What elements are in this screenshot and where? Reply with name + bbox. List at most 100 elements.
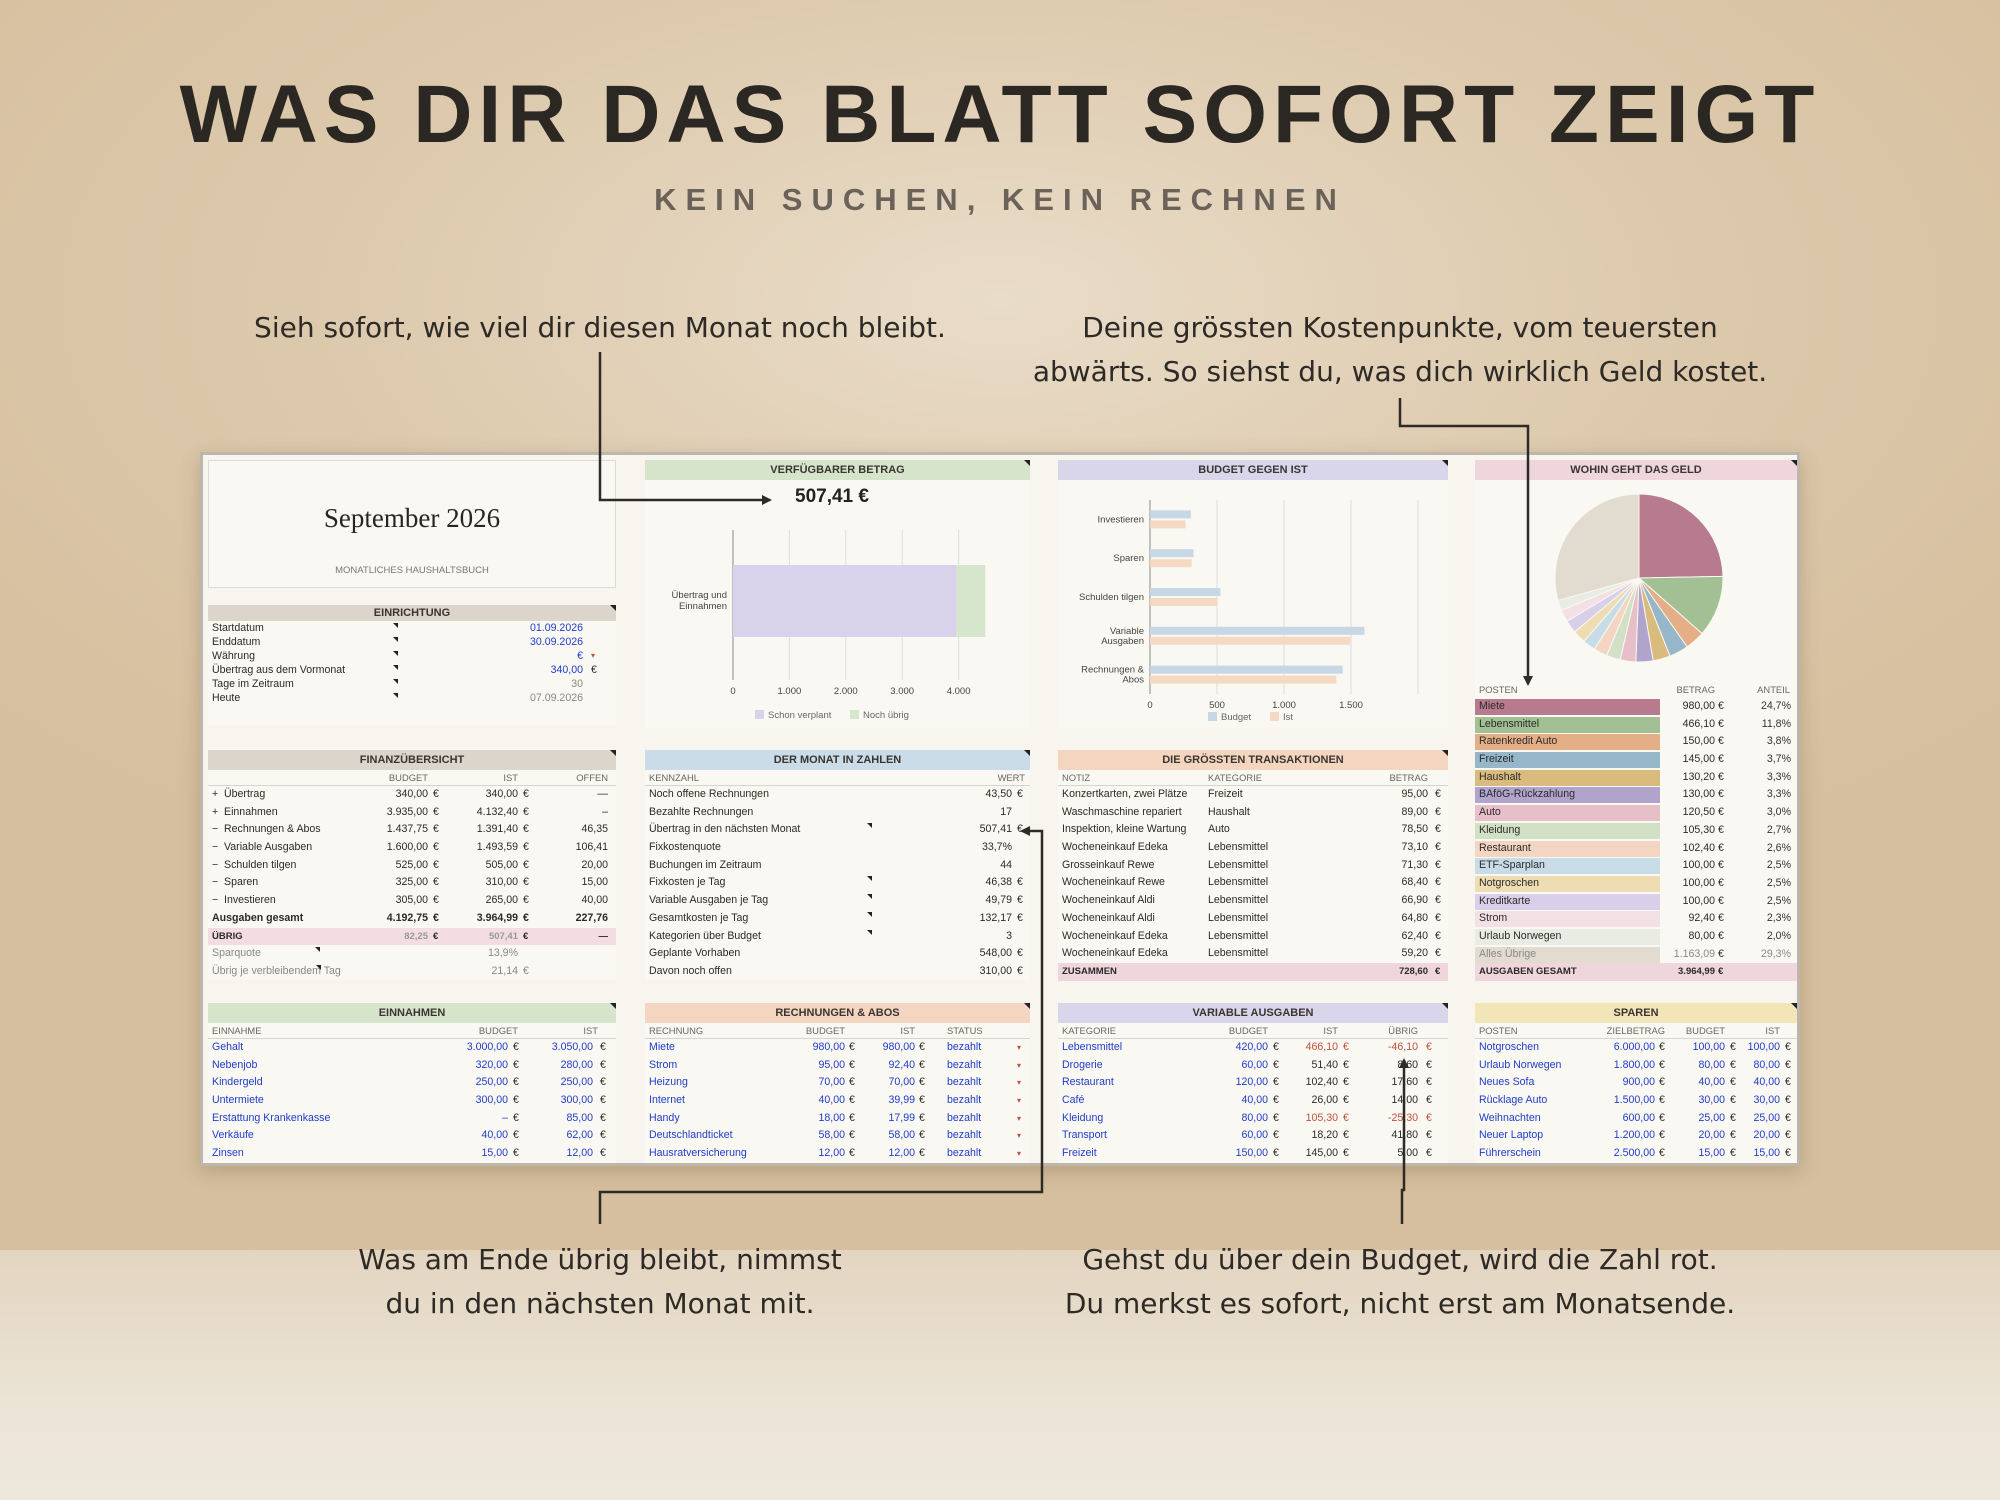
kennzahl-value: 44 xyxy=(1000,858,1012,871)
dropdown-icon[interactable]: ▾ xyxy=(1017,1043,1022,1052)
finanz-row: − Sparen 325,00 €310,00 €15,00 xyxy=(208,874,616,892)
currency-symbol: € xyxy=(600,1111,606,1124)
rechnungen-col-header: RECHNUNG BUDGET IST STATUS xyxy=(645,1023,1030,1039)
savings-name[interactable]: Neuer Laptop xyxy=(1479,1129,1544,1142)
finanz-budget: 305,00 xyxy=(395,894,428,907)
bill-row: Hausratversicherung 12,00 €12,00 € bezahlt ▾ xyxy=(645,1145,1030,1163)
transaction-note: Inspektion, kleine Wartung xyxy=(1062,823,1187,836)
transaction-category: Lebensmittel xyxy=(1208,911,1269,924)
currency-symbol: € xyxy=(523,964,529,977)
setting-value[interactable]: € xyxy=(577,650,583,662)
finanz-extra-value: 21,14 xyxy=(491,964,518,977)
bar-ist xyxy=(1150,636,1351,645)
income-name[interactable]: Erstattung Krankenkasse xyxy=(212,1111,331,1124)
einnahmen-header: EINNAHMEN xyxy=(208,1003,616,1023)
currency-symbol: € xyxy=(1017,964,1023,977)
legend-swatch xyxy=(1270,712,1279,721)
bill-status[interactable]: bezahlt xyxy=(947,1111,982,1124)
currency-symbol: € xyxy=(1718,859,1724,872)
currency-symbol: € xyxy=(600,1058,606,1071)
income-name[interactable]: Verkäufe xyxy=(212,1129,254,1142)
savings-name[interactable]: Notgroschen xyxy=(1479,1041,1540,1053)
income-name[interactable]: Gehalt xyxy=(212,1041,244,1053)
currency-symbol: € xyxy=(1659,1147,1665,1160)
currency-symbol: € xyxy=(919,1076,925,1089)
category-swatch xyxy=(1475,699,1660,715)
variable-name[interactable]: Kleidung xyxy=(1062,1111,1104,1124)
bill-name[interactable]: Hausratversicherung xyxy=(649,1147,747,1160)
setting-value[interactable]: 30 xyxy=(571,678,583,690)
dropdown-icon[interactable]: ▾ xyxy=(1017,1060,1022,1070)
setting-value[interactable]: 30.09.2026 xyxy=(529,636,583,648)
bill-name[interactable]: Heizung xyxy=(649,1076,688,1089)
category-swatch xyxy=(1475,716,1660,733)
currency-symbol: € xyxy=(919,1147,925,1160)
bill-status[interactable]: bezahlt xyxy=(947,1058,982,1071)
transaction-category: Haushalt xyxy=(1208,805,1250,818)
variable-rest: 14,00 xyxy=(1391,1094,1418,1107)
sign-marker: − xyxy=(212,876,219,889)
sign-marker: − xyxy=(212,894,219,907)
currency-symbol: € xyxy=(1435,876,1441,889)
callout-bottom-right-line1: Gehst du über dein Budget, wird die Zahl… xyxy=(1082,1243,1718,1276)
x-tick-label: 4.000 xyxy=(947,686,971,697)
savings-row: Urlaub Norwegen 1.800,00 €80,00 €80,00 € xyxy=(1475,1057,1797,1075)
category-swatch xyxy=(1475,946,1660,963)
income-name[interactable]: Nebenjob xyxy=(212,1058,258,1071)
dropdown-icon[interactable]: ▾ xyxy=(591,651,596,660)
savings-name[interactable]: Rücklage Auto xyxy=(1479,1094,1548,1107)
variable-name[interactable]: Restaurant xyxy=(1062,1076,1114,1089)
transaction-amount: 66,90 xyxy=(1401,894,1428,907)
savings-name[interactable]: Urlaub Norwegen xyxy=(1479,1058,1562,1071)
setting-value[interactable]: 07.09.2026 xyxy=(529,692,583,704)
income-name[interactable]: Zinsen xyxy=(212,1147,244,1160)
bill-status[interactable]: bezahlt xyxy=(947,1076,982,1089)
bill-status[interactable]: bezahlt xyxy=(947,1094,982,1107)
currency-symbol: € xyxy=(523,930,529,942)
currency-symbol: € xyxy=(513,1058,519,1071)
dropdown-icon[interactable]: ▾ xyxy=(1017,1131,1022,1141)
bill-status[interactable]: bezahlt xyxy=(947,1129,982,1142)
variable-name[interactable]: Café xyxy=(1062,1094,1085,1107)
savings-budget: 100,00 xyxy=(1692,1041,1725,1053)
currency-symbol: € xyxy=(1435,841,1441,854)
kennzahl-label: Fixkostenquote xyxy=(649,841,721,854)
dropdown-icon[interactable]: ▾ xyxy=(1017,1096,1022,1106)
finanz-ist: 505,00 xyxy=(485,858,518,871)
col-wert: WERT xyxy=(997,772,1025,783)
savings-name[interactable]: Weihnachten xyxy=(1479,1111,1541,1124)
einrichtung-row: Währung € ▾ xyxy=(208,649,616,663)
bill-name[interactable]: Handy xyxy=(649,1111,680,1124)
legend-swatch xyxy=(1208,712,1217,721)
dropdown-icon[interactable]: ▾ xyxy=(1017,1078,1022,1088)
variable-name[interactable]: Freizeit xyxy=(1062,1147,1097,1160)
currency-symbol: € xyxy=(1718,735,1724,748)
savings-name[interactable]: Führerschein xyxy=(1479,1147,1541,1160)
currency-symbol: € xyxy=(523,876,529,889)
income-name[interactable]: Untermiete xyxy=(212,1094,264,1107)
kennzahl-label: Geplante Vorhaben xyxy=(649,947,741,960)
income-name[interactable]: Kindergeld xyxy=(212,1076,263,1089)
transaktionen-col-header: NOTIZ KATEGORIE BETRAG xyxy=(1058,770,1448,786)
bill-status[interactable]: bezahlt xyxy=(947,1041,982,1053)
month-title: September 2026 xyxy=(323,503,501,533)
variable-name[interactable]: Drogerie xyxy=(1062,1058,1103,1071)
bill-status[interactable]: bezahlt xyxy=(947,1147,982,1160)
cell-note-marker xyxy=(867,823,872,829)
dropdown-icon[interactable]: ▾ xyxy=(1017,1149,1022,1159)
setting-value[interactable]: 01.09.2026 xyxy=(529,622,583,634)
kennzahl-value: 310,00 xyxy=(979,964,1012,977)
savings-name[interactable]: Neues Sofa xyxy=(1479,1076,1535,1089)
bill-name[interactable]: Strom xyxy=(649,1058,678,1071)
variable-rest: -25,30 xyxy=(1387,1111,1418,1124)
variable-name[interactable]: Lebensmittel xyxy=(1062,1041,1123,1053)
bill-name[interactable]: Miete xyxy=(649,1041,675,1053)
transaction-amount: 73,10 xyxy=(1401,841,1428,854)
dropdown-icon[interactable]: ▾ xyxy=(1017,1113,1022,1123)
setting-value[interactable]: 340,00 xyxy=(550,664,583,676)
variable-name[interactable]: Transport xyxy=(1062,1129,1107,1142)
y-category-label: Rechnungen & xyxy=(1081,665,1145,676)
einrichtung-row: Heute 07.09.2026 xyxy=(208,691,616,705)
bill-name[interactable]: Internet xyxy=(649,1094,685,1107)
bill-name[interactable]: Deutschlandticket xyxy=(649,1129,733,1142)
